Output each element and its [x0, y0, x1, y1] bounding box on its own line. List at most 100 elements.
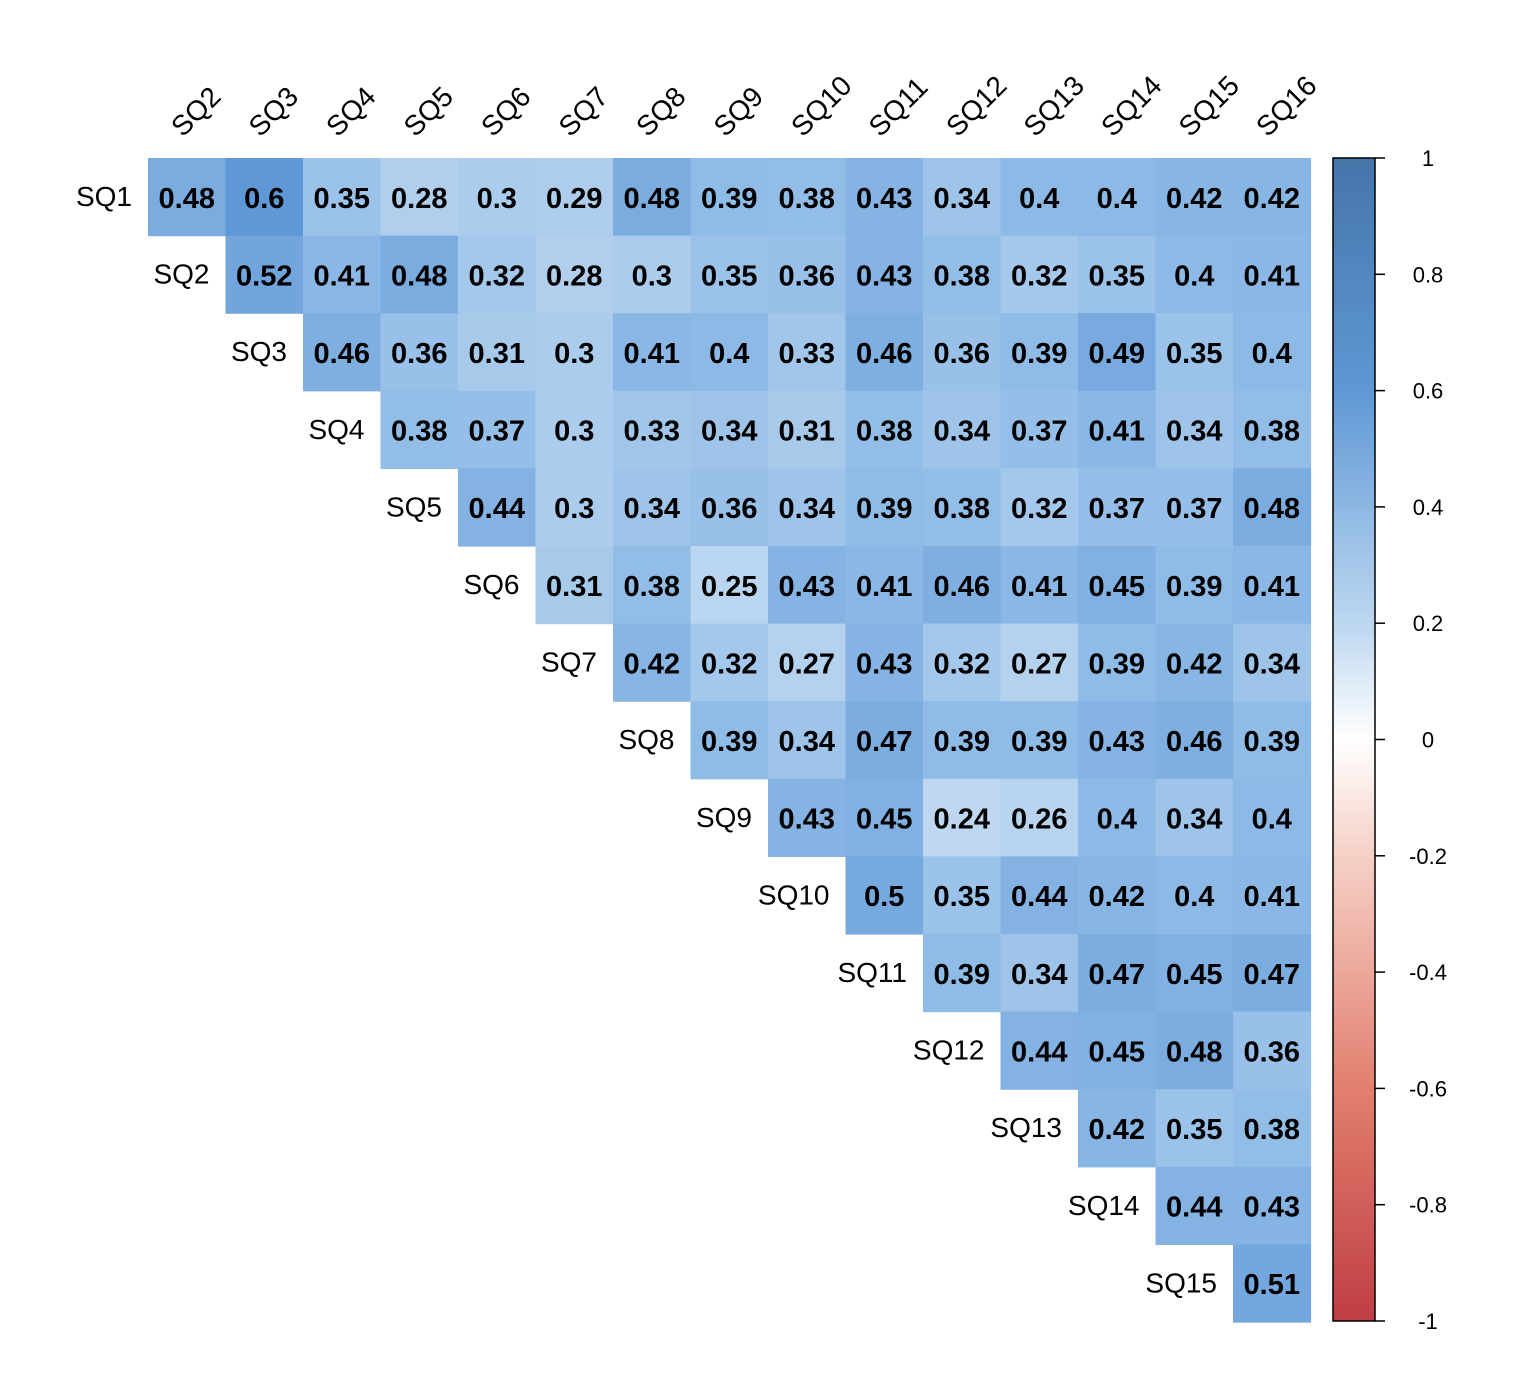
heatmap-cell: [1078, 158, 1157, 237]
heatmap-cell: [1000, 235, 1079, 314]
heatmap-cell: [768, 701, 847, 780]
cell-value-label: 0.34: [701, 416, 757, 448]
cell-value-label: 0.41: [1244, 260, 1300, 292]
heatmap-cell: [1078, 623, 1157, 702]
column-label: SQ15: [1173, 70, 1246, 143]
cell-value-label: 0.47: [856, 726, 912, 758]
heatmap-cell: [613, 390, 692, 469]
cell-value-label: 0.45: [1166, 959, 1222, 991]
cell-value-label: 0.31: [779, 416, 835, 448]
cell-value-label: 0.4: [1252, 804, 1292, 836]
heatmap-cell: [1078, 235, 1157, 314]
heatmap-cell: [380, 158, 459, 237]
cell-value-label: 0.34: [1166, 416, 1222, 448]
heatmap-cell: [923, 313, 1002, 392]
heatmap-cell: [1155, 235, 1234, 314]
cell-value-label: 0.4: [1174, 881, 1214, 913]
heatmap-cell: [380, 313, 459, 392]
heatmap-cell: [1155, 546, 1234, 625]
column-label: SQ13: [1018, 70, 1091, 143]
cell-value-label: 0.3: [554, 493, 594, 525]
cell-value-label: 0.3: [477, 183, 517, 215]
cell-value-label: 0.39: [701, 726, 757, 758]
colorbar: 1 0.8 0.6 0.4 0.2 0 -0.2 -0.4 -0.6 -0.8 -1: [1332, 146, 1447, 1334]
cell-value-label: 0.27: [779, 648, 835, 680]
row-label: SQ2: [153, 259, 209, 290]
row-label: SQ4: [308, 414, 364, 445]
heatmap-cell: [845, 313, 924, 392]
heatmap-cell: [923, 546, 1002, 625]
colorbar-tick-label: 0.8: [1413, 262, 1444, 287]
cell-value-label: 0.48: [624, 183, 680, 215]
colorbar-tick-label: 0.2: [1413, 611, 1444, 636]
heatmap-cell: [1000, 390, 1079, 469]
heatmap-cell: [1233, 1011, 1312, 1090]
cell-value-label: 0.3: [554, 338, 594, 370]
cell-value-label: 0.35: [314, 183, 370, 215]
cell-value-label: 0.48: [159, 183, 215, 215]
heatmap-cell: [1000, 1011, 1079, 1090]
cell-value-label: 0.43: [856, 648, 912, 680]
cell-value-label: 0.44: [469, 493, 525, 525]
colorbar-tick-label: -0.8: [1409, 1193, 1447, 1218]
heatmap-cell: [1155, 778, 1234, 857]
heatmap-cell: [1155, 313, 1234, 392]
cell-value-label: 0.3: [632, 260, 672, 292]
cell-value-label: 0.44: [1011, 881, 1067, 913]
cell-value-label: 0.45: [1089, 1036, 1145, 1068]
cell-value-label: 0.37: [1166, 493, 1222, 525]
column-label: SQ11: [863, 71, 934, 142]
heatmap-cell: [1233, 934, 1312, 1013]
cell-value-label: 0.43: [856, 260, 912, 292]
colorbar-gradient: [1332, 157, 1376, 1322]
cell-value-label: 0.45: [1089, 571, 1145, 603]
heatmap-cell: [458, 390, 537, 469]
cell-value-label: 0.39: [1166, 571, 1222, 603]
heatmap-cell: [690, 313, 769, 392]
cell-value-label: 0.38: [1244, 416, 1300, 448]
column-label: SQ7: [553, 81, 615, 143]
heatmap-cell: [768, 313, 847, 392]
heatmap-cell: [380, 390, 459, 469]
cell-value-label: 0.43: [1089, 726, 1145, 758]
cell-value-label: 0.39: [856, 493, 912, 525]
cell-value-label: 0.41: [856, 571, 912, 603]
cell-value-label: 0.34: [1244, 648, 1300, 680]
cell-value-label: 0.38: [391, 416, 447, 448]
row-label: SQ14: [1068, 1190, 1140, 1221]
heatmap-cell: [1233, 623, 1312, 702]
heatmap-cell: [1155, 158, 1234, 237]
heatmap-cell: [1233, 1089, 1312, 1168]
row-label: SQ12: [913, 1035, 985, 1066]
heatmap-cell: [535, 158, 614, 237]
cell-value-label: 0.34: [1166, 804, 1222, 836]
colorbar-tick-label: -0.4: [1409, 960, 1447, 985]
cell-value-label: 0.27: [1011, 648, 1067, 680]
cell-value-label: 0.39: [1011, 726, 1067, 758]
heatmap-cell: [1233, 235, 1312, 314]
cell-value-label: 0.33: [624, 416, 680, 448]
heatmap-cell: [535, 468, 614, 547]
cell-value-label: 0.28: [391, 183, 447, 215]
heatmap-cell: [1078, 468, 1157, 547]
cell-value-label: 0.47: [1244, 959, 1300, 991]
heatmap-cell: [690, 158, 769, 237]
cell-value-label: 0.46: [314, 338, 370, 370]
heatmap-cell: [613, 235, 692, 314]
heatmap-cell: [535, 313, 614, 392]
column-label: SQ10: [785, 70, 858, 143]
cell-value-label: 0.36: [1244, 1036, 1300, 1068]
heatmap-cell: [845, 546, 924, 625]
heatmap-cell: [1233, 1166, 1312, 1245]
heatmap-cell: [1078, 778, 1157, 857]
heatmap-cell: [458, 235, 537, 314]
column-label: SQ3: [243, 81, 305, 143]
row-label: SQ7: [541, 647, 597, 678]
column-label: SQ4: [320, 81, 382, 143]
cell-value-label: 0.36: [934, 338, 990, 370]
cell-value-label: 0.32: [934, 648, 990, 680]
cell-value-label: 0.41: [1089, 416, 1145, 448]
column-label: SQ16: [1250, 70, 1323, 143]
heatmap-cell: [1233, 313, 1312, 392]
heatmap-cell: [768, 390, 847, 469]
